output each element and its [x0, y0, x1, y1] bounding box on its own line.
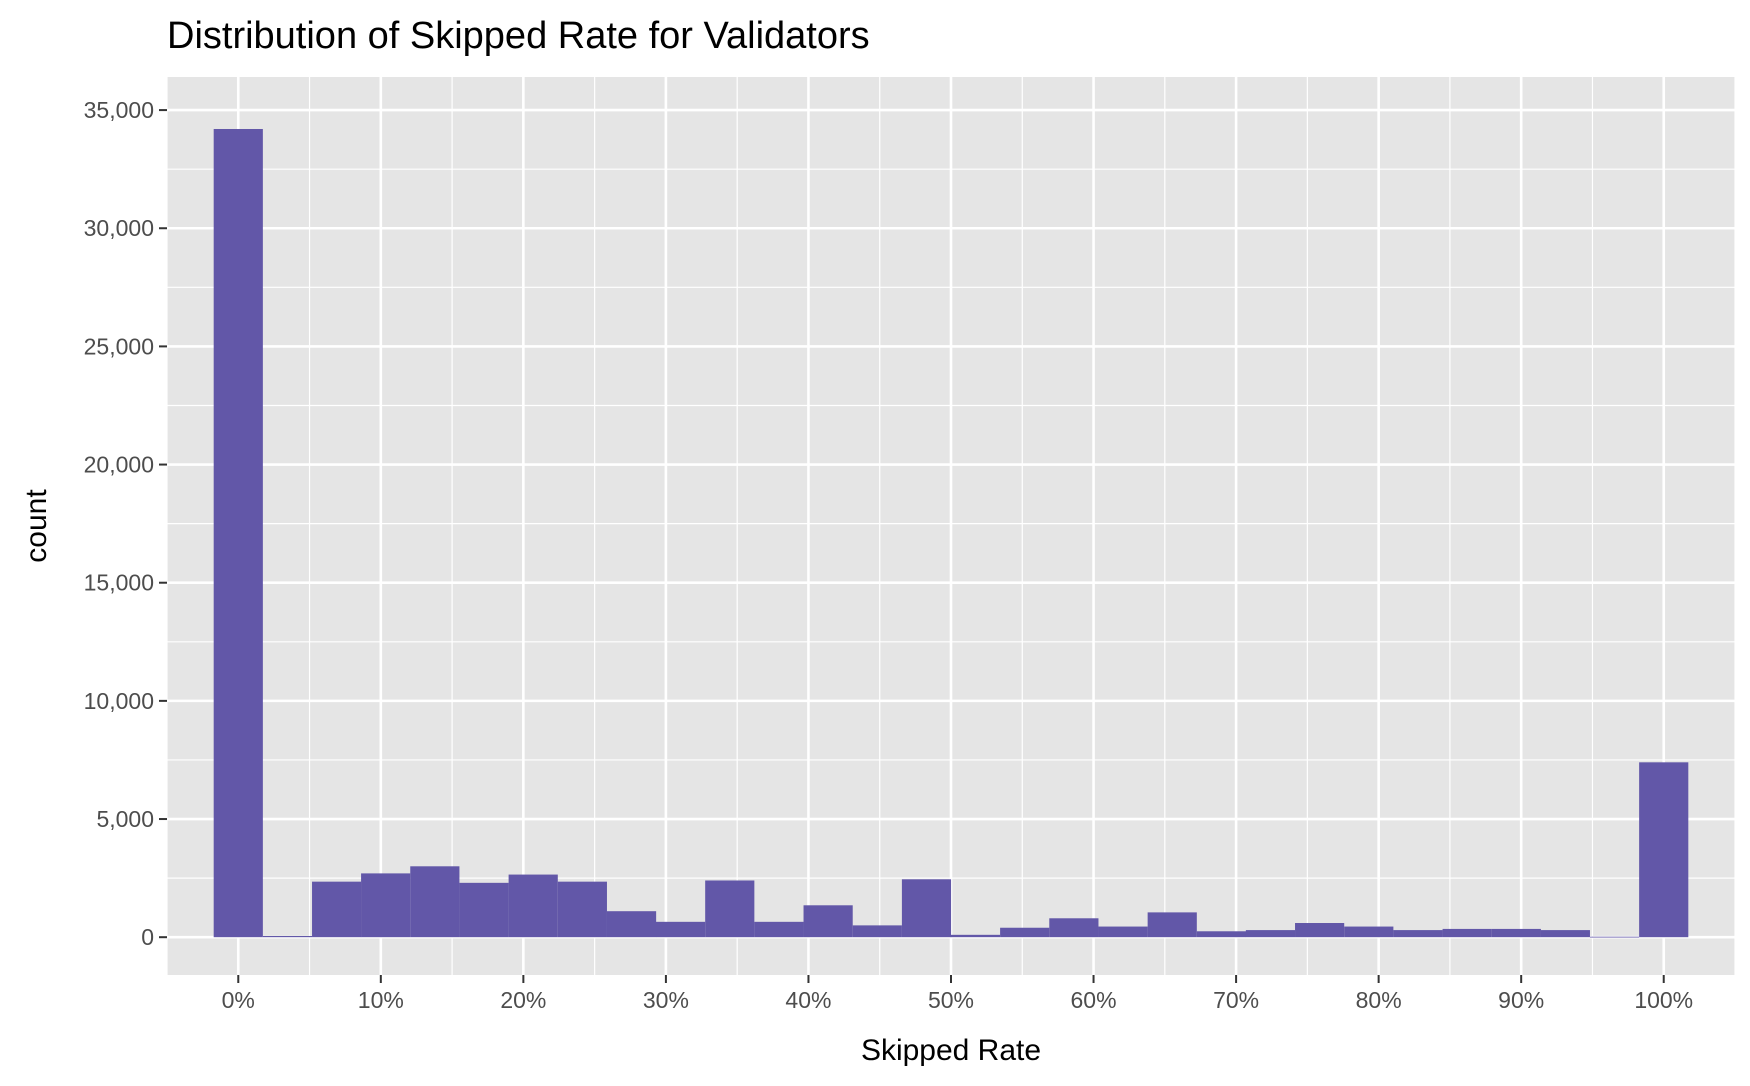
histogram-bar [705, 880, 755, 938]
histogram-bar [901, 879, 952, 938]
histogram-bar [852, 925, 902, 938]
histogram-bar [1639, 762, 1689, 938]
x-tick-label: 90% [1498, 987, 1544, 1013]
x-tick-label: 80% [1356, 987, 1402, 1013]
histogram-bar [557, 881, 607, 938]
y-axis: 0 5,000 10,000 15,000 20,000 25,000 30,000 35,0… [84, 97, 167, 950]
histogram-bar [1098, 926, 1148, 938]
histogram-bar [1245, 930, 1296, 938]
histogram-bar [312, 881, 362, 938]
histogram-bar [754, 921, 804, 938]
x-tick-label: 10% [358, 987, 404, 1013]
histogram-bar [1393, 930, 1443, 938]
y-tick-label: 20,000 [84, 452, 154, 478]
histogram-bar [1295, 923, 1345, 938]
y-tick-label: 10,000 [84, 688, 154, 714]
x-tick-label: 20% [500, 987, 546, 1013]
histogram-bar [803, 905, 853, 938]
x-tick-label: 60% [1071, 987, 1117, 1013]
histogram-bar [950, 934, 1001, 938]
histogram-bar [459, 882, 509, 938]
histogram-bar [213, 128, 263, 938]
x-tick-label: 70% [1213, 987, 1259, 1013]
histogram-bars [213, 128, 1689, 938]
histogram-bar [1540, 930, 1590, 938]
histogram-bar [508, 874, 558, 938]
chart-title: Distribution of Skipped Rate for Validat… [167, 15, 870, 57]
histogram-bar [361, 873, 411, 938]
x-axis-title: Skipped Rate [861, 1034, 1041, 1067]
x-tick-label: 50% [928, 987, 974, 1013]
histogram-bar [1147, 912, 1197, 938]
y-tick-label: 15,000 [84, 570, 154, 596]
x-tick-label: 0% [222, 987, 255, 1013]
y-axis-title: count [20, 489, 53, 563]
histogram-bar [1442, 928, 1492, 938]
histogram-bar [656, 921, 706, 938]
x-axis: 0% 10% 20% 30% 40% 50% 60% 70% 80% 90% 100% [222, 975, 1693, 1013]
x-tick-label: 40% [785, 987, 831, 1013]
histogram-bar [1589, 936, 1640, 938]
y-tick-label: 30,000 [84, 215, 154, 241]
histogram-bar [1344, 926, 1394, 938]
histogram-bar [1196, 931, 1246, 938]
histogram-bar [410, 866, 460, 938]
y-tick-label: 5,000 [96, 806, 154, 832]
y-tick-label: 0 [141, 924, 154, 950]
histogram-bar [1491, 928, 1541, 938]
histogram-bar [1000, 927, 1050, 938]
histogram-bar [262, 936, 313, 938]
histogram-bar [606, 911, 657, 938]
x-tick-label: 100% [1634, 987, 1693, 1013]
y-tick-label: 35,000 [84, 97, 154, 123]
histogram-bar [1049, 918, 1099, 938]
x-tick-label: 30% [643, 987, 689, 1013]
y-tick-label: 25,000 [84, 333, 154, 359]
